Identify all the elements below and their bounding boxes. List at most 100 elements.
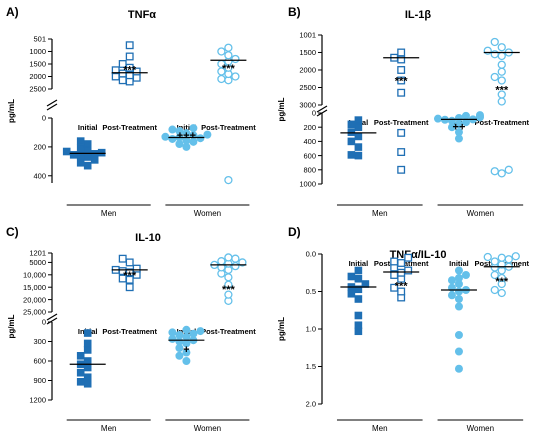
y-tick-label: 0 bbox=[42, 318, 46, 327]
x-tick-label: Post-Treatment bbox=[102, 327, 157, 336]
data-point bbox=[347, 272, 356, 281]
y-tick-label: 0.5 bbox=[306, 287, 316, 296]
chart-title: TNFα/IL-10 bbox=[390, 249, 447, 261]
data-point bbox=[354, 266, 363, 275]
panel-letter: C) bbox=[6, 225, 19, 239]
data-point bbox=[175, 331, 184, 339]
data-point bbox=[454, 128, 463, 137]
data-point bbox=[76, 352, 85, 360]
axis-break-mark bbox=[46, 103, 58, 111]
data-point bbox=[490, 257, 499, 266]
data-point bbox=[490, 167, 499, 176]
data-point bbox=[497, 67, 506, 76]
group-label: Men bbox=[101, 209, 117, 218]
data-point bbox=[404, 266, 413, 275]
y-tick-label: 300 bbox=[33, 337, 46, 346]
data-point bbox=[168, 134, 177, 143]
data-point bbox=[454, 266, 463, 275]
data-point bbox=[454, 302, 463, 311]
significance-label: *** bbox=[123, 270, 137, 282]
y-tick-label: 900 bbox=[33, 376, 46, 385]
data-point bbox=[454, 347, 463, 356]
data-point bbox=[118, 76, 127, 85]
x-tick-label: Initial bbox=[349, 259, 369, 268]
data-point bbox=[454, 364, 463, 373]
data-point bbox=[497, 253, 506, 262]
chart-title: TNFα bbox=[128, 9, 156, 21]
data-point bbox=[83, 339, 92, 348]
x-tick-label: Post-Treatment bbox=[374, 118, 429, 127]
data-point bbox=[347, 289, 356, 298]
data-point bbox=[125, 52, 134, 61]
y-tick-label: 1000 bbox=[29, 47, 46, 56]
data-point bbox=[504, 165, 513, 174]
significance-label: *** bbox=[123, 64, 137, 76]
data-point bbox=[196, 134, 205, 143]
axis-break-mark bbox=[46, 317, 58, 325]
data-point bbox=[497, 51, 506, 61]
data-point bbox=[118, 254, 127, 263]
group-label: Women bbox=[467, 209, 494, 218]
y-tick-label: 1500 bbox=[299, 48, 316, 57]
data-point bbox=[189, 124, 198, 133]
data-point bbox=[217, 47, 226, 56]
data-point bbox=[175, 351, 184, 360]
data-point bbox=[461, 111, 470, 120]
y-tick-label: 2.0 bbox=[306, 400, 316, 409]
axis-break-mark bbox=[46, 313, 58, 321]
data-point bbox=[217, 74, 226, 84]
data-point bbox=[397, 128, 406, 137]
y-axis-label: pg/mL bbox=[277, 317, 286, 341]
data-point bbox=[224, 273, 233, 282]
y-tick-label: 10,000 bbox=[23, 271, 46, 280]
data-point bbox=[83, 140, 92, 148]
data-point bbox=[390, 257, 399, 266]
chart-panel-1: A) TNFα 0 200 400 501 1000 1500 2000 2500 pg/mL Ini… bbox=[6, 5, 256, 218]
panel-letter: B) bbox=[288, 5, 301, 19]
significance-label: *** bbox=[222, 284, 236, 296]
significance-label: *** bbox=[222, 63, 236, 75]
y-tick-label: 600 bbox=[33, 357, 46, 366]
data-point bbox=[182, 142, 191, 151]
data-point bbox=[497, 43, 506, 52]
y-tick-label: 0 bbox=[312, 109, 316, 118]
data-point bbox=[483, 252, 492, 262]
data-point bbox=[182, 332, 191, 341]
chart-panel-4: D)TNFα/IL-100.00.51.01.52.0pg/mLInitialP… bbox=[277, 225, 530, 433]
data-point bbox=[397, 259, 406, 267]
y-tick-label: 3000 bbox=[299, 101, 316, 110]
data-point bbox=[454, 274, 463, 282]
data-point bbox=[118, 274, 127, 283]
data-point bbox=[390, 283, 399, 292]
y-axis-label: pg/mL bbox=[7, 314, 16, 338]
x-tick-label: Initial bbox=[78, 123, 98, 132]
data-point bbox=[76, 137, 85, 145]
data-point bbox=[354, 132, 363, 141]
data-point bbox=[497, 60, 506, 69]
x-tick-label: Post-Treatment bbox=[201, 327, 256, 336]
data-point bbox=[83, 161, 92, 170]
data-point bbox=[390, 271, 399, 279]
data-point bbox=[238, 258, 247, 267]
data-point bbox=[397, 268, 406, 277]
data-point bbox=[217, 257, 226, 266]
data-point bbox=[361, 280, 370, 288]
group-label: Women bbox=[194, 424, 221, 433]
data-point bbox=[118, 60, 127, 68]
data-point bbox=[168, 328, 177, 337]
data-point bbox=[125, 283, 134, 292]
data-point bbox=[397, 148, 406, 156]
significance-label: *** bbox=[495, 84, 509, 96]
data-point bbox=[454, 113, 463, 122]
data-point bbox=[189, 329, 198, 338]
significance-label: +++ bbox=[177, 130, 196, 142]
data-point bbox=[490, 37, 499, 47]
y-tick-label: 0.0 bbox=[306, 250, 316, 259]
x-tick-label: Initial bbox=[449, 259, 469, 268]
data-point bbox=[83, 329, 92, 337]
y-tick-label: 2000 bbox=[299, 66, 316, 75]
data-point bbox=[182, 325, 191, 334]
data-point bbox=[447, 276, 456, 285]
